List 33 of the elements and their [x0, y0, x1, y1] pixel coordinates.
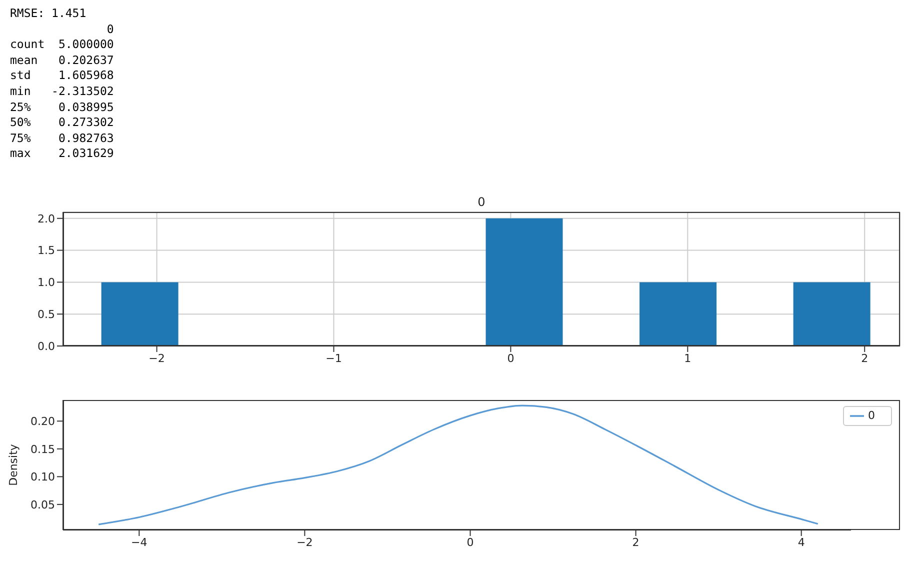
- x-tick-label: −2: [296, 536, 313, 549]
- x-tick-label: −2: [148, 352, 165, 365]
- text: max 2.031629: [10, 146, 114, 162]
- y-tick-label: 1.0: [38, 276, 55, 290]
- text: 50% 0.273302: [10, 115, 114, 131]
- text: 0: [106, 22, 114, 38]
- x-tick-label: 4: [798, 536, 805, 549]
- text: std 1.605968: [10, 68, 114, 84]
- line-series: [98, 404, 819, 526]
- y-tick-label: 0.20: [30, 415, 55, 428]
- y-tick-label: 0.5: [38, 308, 55, 321]
- y-tick-label: 2.0: [38, 212, 55, 226]
- x-tick-label: 1: [684, 352, 692, 365]
- x-tick-label: 2: [861, 352, 868, 365]
- text: 75% 0.982763: [10, 130, 114, 146]
- x-tick-label: 2: [632, 536, 640, 549]
- text: mean 0.202637: [10, 52, 114, 68]
- y-axis-title: Density: [6, 444, 20, 486]
- chart-title: 0: [476, 195, 486, 209]
- text: min -2.313502: [10, 84, 114, 100]
- text: RMSE: 1.451: [10, 6, 88, 22]
- x-tick-label: −1: [326, 352, 342, 365]
- text: count 5.000000: [10, 37, 114, 53]
- x-tick-label: 0: [507, 352, 514, 365]
- x-tick-label: 0: [466, 536, 474, 549]
- legend-label: 0: [868, 409, 875, 422]
- text: 25% 0.038995: [10, 100, 114, 116]
- x-tick-label: −4: [131, 536, 148, 549]
- y-tick-label: 0.0: [38, 340, 55, 353]
- y-tick-label: 0.10: [30, 470, 55, 484]
- y-tick-label: 0.15: [30, 442, 55, 456]
- y-tick-label: 0.05: [30, 498, 55, 512]
- y-tick-label: 1.5: [38, 244, 55, 258]
